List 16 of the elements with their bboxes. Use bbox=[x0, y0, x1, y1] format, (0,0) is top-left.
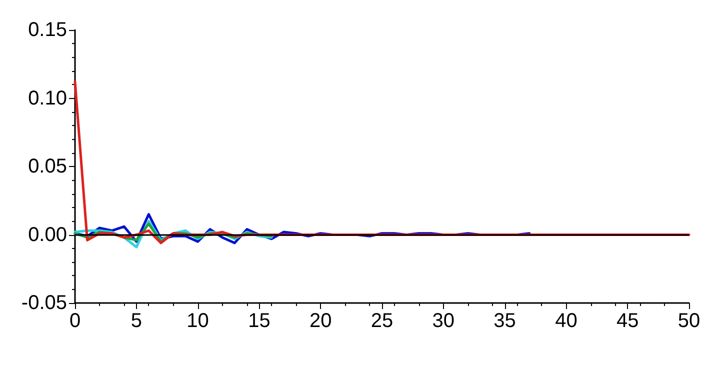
x-tick-label: 35 bbox=[494, 310, 516, 332]
x-tick-label: 50 bbox=[678, 310, 700, 332]
x-tick-label: 10 bbox=[186, 310, 209, 332]
x-tick-label: 20 bbox=[309, 310, 332, 332]
x-tick-label: 15 bbox=[248, 310, 270, 332]
x-tick-label: 5 bbox=[130, 310, 142, 332]
x-tick-label: 45 bbox=[616, 310, 639, 332]
y-tick-label: 0.05 bbox=[28, 156, 67, 178]
y-tick-label: 0.15 bbox=[28, 19, 67, 41]
x-tick-label: 40 bbox=[555, 310, 578, 332]
x-tick-label: 0 bbox=[69, 310, 81, 332]
y-tick-label: -0.05 bbox=[21, 292, 67, 314]
y-tick-label: 0.10 bbox=[28, 87, 67, 110]
y-tick-label: 0.00 bbox=[28, 224, 67, 246]
x-tick-label: 25 bbox=[370, 310, 394, 332]
x-tick-label: 30 bbox=[432, 310, 455, 332]
